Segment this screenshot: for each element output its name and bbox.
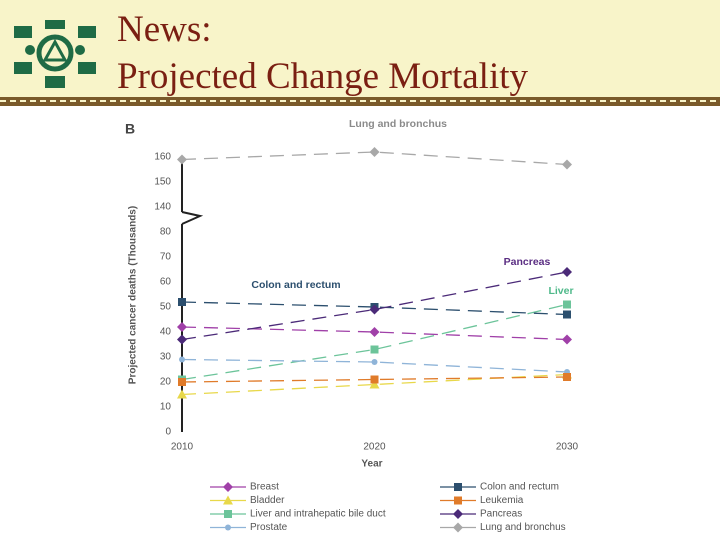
marker — [562, 334, 572, 345]
y-tick-label: 60 — [160, 277, 172, 288]
marker — [369, 147, 380, 157]
header — [0, 0, 720, 98]
slide-title: Projected Change Mortality — [117, 56, 529, 97]
y-tick-label: 10 — [160, 402, 172, 413]
legend-label: Colon and rectum — [480, 482, 559, 493]
axis-break — [181, 211, 204, 225]
legend-marker — [225, 524, 231, 531]
legend-marker — [224, 510, 232, 518]
series-line — [181, 301, 568, 316]
marker — [177, 322, 187, 332]
series-line — [181, 358, 568, 373]
marker — [563, 300, 571, 309]
marker — [178, 298, 186, 306]
marker — [563, 310, 571, 319]
marker — [177, 154, 187, 165]
marker — [371, 359, 378, 365]
legend-marker — [223, 482, 233, 492]
y-tick-label: 160 — [154, 152, 171, 163]
marker — [370, 345, 379, 354]
legend-label: Breast — [250, 482, 279, 493]
panel-label: B — [125, 121, 135, 137]
x-axis-label: Year — [361, 459, 382, 470]
series-line — [181, 303, 568, 381]
annotation: Colon and rectum — [251, 279, 340, 291]
y-tick-label: 140 — [154, 202, 171, 213]
marker — [369, 327, 380, 337]
logo — [14, 20, 96, 88]
marker — [562, 267, 572, 277]
x-tick-label: 2020 — [363, 442, 386, 453]
legend-label: Lung and bronchus — [480, 522, 566, 533]
y-tick-label: 20 — [160, 377, 172, 388]
y-tick-label: 40 — [160, 327, 172, 338]
x-tick-label: 2030 — [556, 442, 579, 453]
marker — [370, 375, 379, 384]
legend-label: Pancreas — [480, 509, 522, 520]
annotation: Liver — [548, 285, 573, 297]
marker — [369, 304, 380, 315]
slide-title: News: — [117, 9, 212, 50]
y-tick-label: 30 — [160, 352, 172, 363]
legend-label: Bladder — [250, 495, 285, 506]
marker — [177, 389, 187, 399]
marker — [179, 356, 185, 363]
y-tick-label: 0 — [165, 427, 171, 438]
legend-marker — [454, 496, 462, 505]
y-tick-label: 150 — [154, 177, 171, 188]
legend-marker — [454, 483, 462, 491]
marker — [562, 159, 572, 170]
legend-marker — [453, 522, 463, 533]
annotation: Pancreas — [504, 256, 551, 268]
y-tick-label: 50 — [160, 302, 172, 313]
annotation: Lung and bronchus — [349, 118, 447, 130]
series-line — [181, 151, 568, 166]
legend-label: Liver and intrahepatic bile duct — [250, 509, 386, 520]
y-tick-label: 80 — [160, 227, 172, 238]
y-tick-label: 70 — [160, 252, 172, 263]
marker — [177, 334, 187, 345]
series-line — [181, 326, 568, 341]
legend-marker — [453, 509, 463, 519]
y-axis-label: Projected cancer deaths (Thousands) — [128, 206, 139, 384]
legend-label: Prostate — [250, 522, 288, 533]
marker — [369, 379, 380, 389]
marker — [563, 373, 571, 381]
legend-label: Leukemia — [480, 495, 524, 506]
marker — [178, 378, 186, 386]
x-tick-label: 2010 — [171, 442, 194, 453]
series-line — [181, 376, 568, 383]
legend-marker — [223, 495, 233, 505]
